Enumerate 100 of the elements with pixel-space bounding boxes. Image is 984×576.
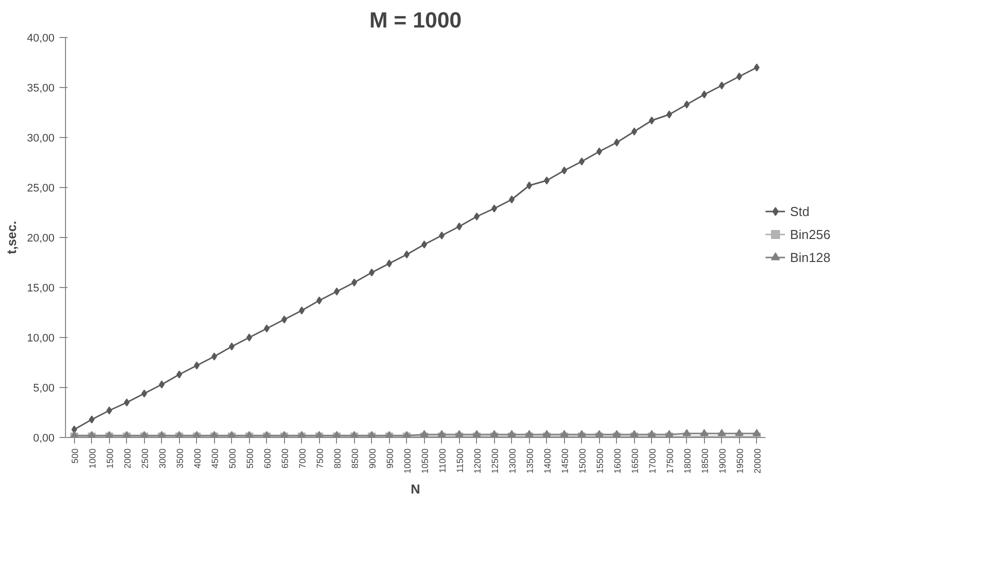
x-tick-label: 17000 [647,448,658,474]
point [490,430,498,438]
x-tick-label: 9000 [367,448,378,469]
point [316,296,322,304]
x-tick-label: 12000 [472,448,482,474]
x-tick-label: 15500 [594,448,605,474]
point [682,428,691,436]
point [106,406,112,414]
legend-label: Bin256 [790,226,830,242]
point [752,428,761,436]
x-tick-label: 9500 [384,448,395,469]
x-tick-label: 1000 [87,448,98,469]
x-tick-label: 20000 [752,448,762,474]
x-tick-label: 19000 [717,448,728,474]
point [298,306,305,314]
x-tick-label: 11500 [454,448,465,473]
point [246,334,252,342]
x-tick-label: 5000 [227,448,238,469]
point [701,90,708,98]
point [264,324,270,332]
y-tick-label: 0,00 [33,432,55,444]
chart-title: M = 1000 [369,8,462,32]
x-tick-label: 18500 [700,448,710,474]
x-tick-label: 2500 [140,448,150,469]
x-tick-label: 12500 [490,448,500,474]
point [491,204,498,212]
point [735,428,744,436]
x-tick-label: 13000 [507,448,518,474]
point [194,362,200,370]
point [211,352,218,360]
x-tick-label: 10000 [402,448,412,474]
point [630,430,638,438]
point [438,430,446,438]
x-tick-label: 500 [70,448,80,464]
point [666,110,672,118]
point [736,72,742,80]
y-axis-title: t,sec. [4,220,19,254]
x-tick-label: 19500 [734,448,745,474]
point [578,430,586,438]
point [228,342,235,350]
x-tick-label: 1500 [104,448,115,469]
x-tick-label: 15000 [577,448,588,474]
x-tick-label: 7000 [297,448,308,469]
point [386,260,392,268]
x-tick-label: 4000 [192,448,202,469]
x-tick-label: 17500 [664,448,675,474]
point [665,430,674,438]
point [596,148,602,156]
point [421,240,428,248]
point [351,278,358,286]
point [141,390,148,398]
point [88,416,95,424]
point [455,430,464,438]
y-tick-label: 5,00 [33,382,55,394]
x-tick-label: 18000 [682,448,692,474]
point [648,116,655,124]
x-tick-label: 10500 [420,448,430,474]
point [334,288,340,296]
point [508,430,516,438]
point [684,100,690,108]
legend-label: Bin128 [790,250,830,264]
point [368,268,375,276]
point [158,380,165,388]
x-tick-label: 13500 [524,448,535,474]
x-tick-label: 2000 [122,448,132,469]
point [561,166,568,174]
x-tick-label: 16500 [630,448,640,474]
x-tick-label: 6000 [262,448,272,469]
point [420,430,428,438]
point [526,182,532,190]
point [404,250,410,258]
point [560,430,568,438]
point [700,428,708,436]
point [542,430,551,438]
x-tick-label: 11000 [437,448,448,473]
y-tick-label: 15,00 [26,282,55,294]
x-tick-label: 6500 [280,448,290,469]
x-tick-label: 16000 [612,448,622,474]
point [595,430,604,438]
point [614,138,620,146]
point [472,430,481,438]
x-tick-label: 8000 [332,448,342,469]
point [718,428,726,436]
point [456,222,462,230]
x-tick-label: 3500 [174,448,185,469]
point [474,212,480,220]
point [508,196,515,204]
point [648,430,656,438]
y-tick-label: 30,00 [26,132,55,144]
x-tick-label: 7500 [314,448,325,469]
point [544,176,550,184]
point [124,398,130,406]
x-tick-label: 14000 [542,448,552,474]
legend-label: Std [790,204,810,218]
point [176,370,182,378]
y-tick-label: 10,00 [26,332,55,344]
point [281,316,288,324]
x-tick-label: 14500 [560,448,570,474]
x-axis-title: N [410,482,420,497]
x-tick-label: 4500 [210,448,220,469]
